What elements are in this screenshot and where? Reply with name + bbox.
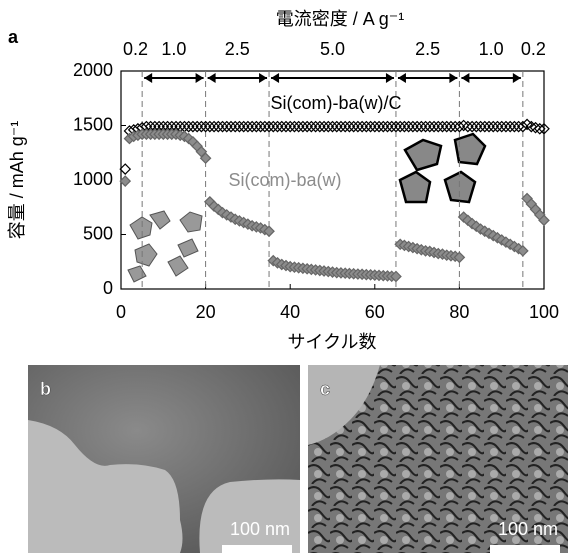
data-point [120,164,130,174]
top-axis-label: 電流密度 / A g⁻¹ [276,9,405,29]
series-label: Si(com)-ba(w) [228,170,341,190]
x-tick-label: 0 [116,302,126,322]
y-tick-label: 2000 [73,60,113,80]
panel-label: b [40,379,51,399]
x-tick-label: 100 [529,302,559,322]
rate-label: 2.5 [225,39,250,59]
rate-label: 1.0 [161,39,186,59]
scale-bar [490,545,560,553]
x-tick-label: 80 [449,302,469,322]
figure: a 電流密度 / A g⁻¹ サイクル数 容量 / mAh g⁻¹ 0 500 10… [0,0,568,553]
rate-label: 2.5 [415,39,440,59]
panel-label: c [320,379,330,399]
y-tick-label: 1500 [73,114,113,134]
x-tick-label: 40 [280,302,300,322]
y-tick-label: 500 [83,223,113,243]
y-tick-label: 1000 [73,169,113,189]
tem-edge [199,479,300,553]
particles [128,134,485,282]
y-tick-label: 0 [103,278,113,298]
x-tick-label: 60 [365,302,385,322]
rate-label: 5.0 [320,39,345,59]
scale-bar-label: 100 nm [230,519,290,539]
rate-label: 0.2 [123,39,148,59]
data-point [120,176,130,186]
rate-label: 1.0 [479,39,504,59]
scale-bar [222,545,292,553]
x-axis-label: サイクル数 [287,332,376,352]
y-axis-label: 容量 / mAh g⁻¹ [7,121,27,240]
x-tick-label: 20 [196,302,216,322]
scale-bar-label: 100 nm [498,519,558,539]
series-label: Si(com)-ba(w)/C [270,93,401,113]
rate-label: 0.2 [521,39,546,59]
panel-label: a [8,27,19,47]
